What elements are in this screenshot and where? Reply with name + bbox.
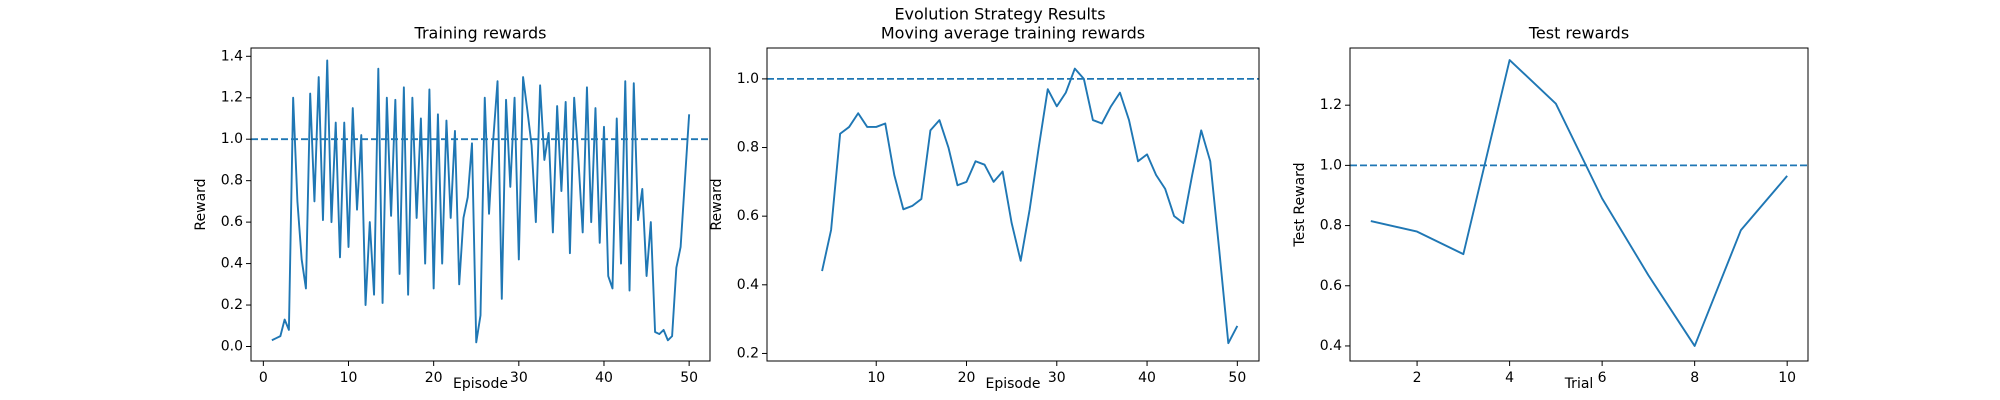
y-tick-label: 0.4 [737,277,759,293]
x-axis-label: Episode [986,376,1041,392]
chart-title: Test rewards [1528,24,1629,43]
plot-frame [1349,47,1809,362]
y-tick-label: 0.8 [1320,218,1342,234]
y-tick-label: 0.8 [221,173,243,189]
y-axis-label: Reward [193,178,209,230]
y-tick-label: 0.6 [737,208,759,224]
x-tick-label: 4 [1505,370,1514,386]
chart-title: Moving average training rewards [881,24,1145,43]
x-tick-label: 50 [1228,370,1246,386]
x-tick-label: 2 [1413,370,1422,386]
x-tick-label: 6 [1598,370,1607,386]
x-tick-label: 0 [259,370,268,386]
y-tick-label: 1.0 [1320,157,1342,173]
x-axis-label: Episode [453,376,508,392]
x-tick-label: 10 [340,370,358,386]
y-tick-label: 1.2 [1320,97,1342,113]
y-tick-label: 0.6 [1320,278,1342,294]
y-tick-label: 0.4 [221,256,243,272]
y-tick-label: 1.0 [737,71,759,87]
x-tick-label: 10 [867,370,885,386]
x-tick-label: 8 [1690,370,1699,386]
x-tick-label: 50 [680,370,698,386]
y-axis-label: Reward [709,178,725,230]
y-axis-label: Test Reward [1292,162,1308,247]
x-axis-label: Trial [1564,376,1594,392]
x-tick-label: 30 [1048,370,1066,386]
data-line [271,59,691,344]
y-tick-label: 0.2 [221,297,243,313]
data-line [1370,59,1788,347]
y-tick-label: 1.0 [221,131,243,147]
figure-title: Evolution Strategy Results [894,5,1105,24]
y-tick-label: 0.6 [221,214,243,230]
plot-frame [766,47,1260,362]
chart-title: Training rewards [414,24,547,43]
x-tick-label: 30 [510,370,528,386]
y-tick-label: 0.8 [737,140,759,156]
y-tick-label: 1.2 [221,90,243,106]
x-tick-label: 20 [425,370,443,386]
plot-frame [250,47,711,362]
x-tick-label: 10 [1778,370,1796,386]
data-line [821,67,1239,345]
x-tick-label: 40 [1138,370,1156,386]
y-tick-label: 0.2 [737,345,759,361]
y-tick-label: 1.4 [221,48,243,64]
y-tick-label: 0.0 [221,338,243,354]
x-tick-label: 40 [595,370,613,386]
y-tick-label: 0.4 [1320,338,1342,354]
x-tick-label: 20 [958,370,976,386]
